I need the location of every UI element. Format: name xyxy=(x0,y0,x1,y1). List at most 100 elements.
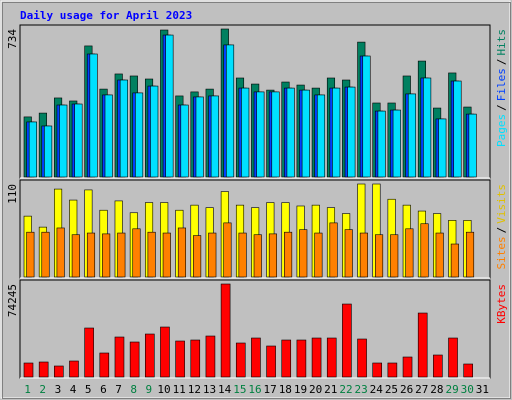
x-tick-label: 20 xyxy=(309,383,322,396)
bar xyxy=(299,229,308,278)
bar xyxy=(420,223,429,278)
y-tick-label: 74245 xyxy=(6,284,19,317)
x-tick-label: 8 xyxy=(130,383,137,396)
bar xyxy=(286,87,295,178)
legend: Pages / Files / Hits xyxy=(495,29,508,147)
bar xyxy=(344,229,353,278)
bar xyxy=(241,87,250,178)
bar xyxy=(86,232,96,278)
bar xyxy=(84,327,94,378)
bar xyxy=(205,335,216,378)
bar xyxy=(235,342,246,378)
y-tick-label: 110 xyxy=(6,184,19,204)
bar xyxy=(316,94,326,178)
bar xyxy=(56,227,65,278)
x-tick-label: 3 xyxy=(55,383,62,396)
bar xyxy=(117,232,126,278)
legend: KBytes xyxy=(495,284,508,324)
bar xyxy=(266,345,276,378)
bar xyxy=(180,104,189,178)
bar xyxy=(332,87,341,178)
bar xyxy=(377,110,386,178)
bar xyxy=(468,113,477,178)
bar xyxy=(359,232,368,278)
bar xyxy=(74,103,83,178)
bar xyxy=(177,227,187,278)
bar xyxy=(450,243,459,278)
bar xyxy=(435,232,444,278)
bar xyxy=(114,336,125,378)
x-tick-label: 2 xyxy=(39,383,46,396)
x-tick-label: 23 xyxy=(355,383,368,396)
bar xyxy=(311,337,322,378)
bar xyxy=(387,362,398,378)
x-tick-label: 21 xyxy=(324,383,337,396)
x-tick-label: 24 xyxy=(370,383,384,396)
bar xyxy=(41,231,50,278)
x-tick-label: 17 xyxy=(264,383,277,396)
bar xyxy=(417,312,428,378)
x-tick-label: 11 xyxy=(173,383,186,396)
bar xyxy=(208,232,217,278)
bar xyxy=(38,361,49,378)
x-tick-label: 10 xyxy=(157,383,170,396)
bar xyxy=(129,341,140,378)
x-tick-label: 22 xyxy=(339,383,352,396)
bar xyxy=(238,232,247,278)
bar xyxy=(357,338,367,378)
bar xyxy=(162,232,171,278)
bar xyxy=(150,85,159,178)
x-tick-label: 13 xyxy=(203,383,216,396)
bar xyxy=(423,77,432,178)
bar xyxy=(342,303,352,378)
y-tick-label: 734 xyxy=(6,29,19,49)
legend-separator: / xyxy=(495,59,508,66)
bar xyxy=(326,337,337,378)
bar xyxy=(463,363,473,378)
legend-entry: Sites xyxy=(495,236,508,269)
bar xyxy=(28,121,38,178)
x-tick-label: 5 xyxy=(85,383,92,396)
bar xyxy=(26,231,35,278)
bar xyxy=(135,92,144,178)
bar xyxy=(453,80,462,178)
bar xyxy=(89,53,98,178)
x-tick-label: 27 xyxy=(415,383,428,396)
x-tick-label: 18 xyxy=(279,383,292,396)
bar xyxy=(402,356,413,378)
bar xyxy=(210,95,219,178)
bar xyxy=(190,339,201,378)
bar xyxy=(268,233,277,278)
bar xyxy=(433,354,443,378)
bar xyxy=(281,339,292,378)
bar xyxy=(284,231,293,278)
legend-entry: Pages xyxy=(495,114,508,147)
bar xyxy=(362,55,371,178)
bar xyxy=(405,228,414,278)
x-tick-label: 4 xyxy=(70,383,77,396)
bar xyxy=(372,362,383,378)
bar xyxy=(392,109,401,178)
x-tick-label: 12 xyxy=(188,383,201,396)
legend-separator: / xyxy=(495,104,508,111)
bar xyxy=(296,339,307,378)
bar xyxy=(71,234,80,278)
bar xyxy=(175,340,185,378)
x-tick-label: 30 xyxy=(461,383,474,396)
bar xyxy=(256,91,265,178)
bar xyxy=(132,228,141,278)
legend-entry: Files xyxy=(495,68,508,101)
legend-entry: KBytes xyxy=(495,284,508,324)
bar xyxy=(104,94,113,178)
bar xyxy=(329,222,338,278)
x-tick-label: 16 xyxy=(248,383,261,396)
x-tick-label: 29 xyxy=(445,383,458,396)
x-tick-label: 15 xyxy=(233,383,246,396)
bar xyxy=(375,234,384,278)
legend-entry: Visits xyxy=(495,184,508,224)
bar xyxy=(225,44,235,178)
bar xyxy=(59,104,68,178)
bar xyxy=(193,235,202,278)
bar xyxy=(347,86,356,178)
